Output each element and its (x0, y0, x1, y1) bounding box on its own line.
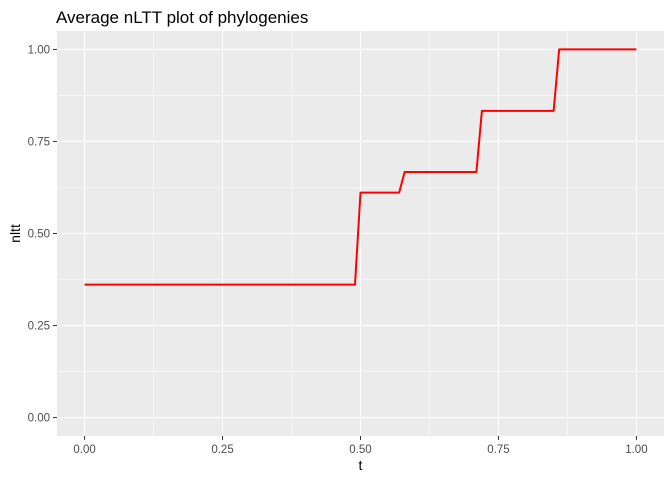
x-tick-label: 0.50 (349, 444, 371, 456)
x-tick-label: 0.00 (73, 444, 95, 456)
chart-title: Average nLTT plot of phylogenies (56, 8, 308, 27)
x-axis: 0.00 0.25 0.50 0.75 1.00 (73, 436, 648, 456)
y-tick-label: 0.00 (28, 413, 50, 425)
series-line (84, 48, 637, 286)
major-gridlines (57, 31, 664, 436)
y-tick-label: 0.50 (28, 229, 50, 241)
x-tick-label: 0.25 (211, 444, 233, 456)
x-tick-label: 1.00 (625, 444, 647, 456)
y-tick-label: 0.25 (28, 321, 50, 333)
x-axis-title: t (359, 457, 363, 473)
series-layer (84, 48, 637, 286)
y-tick-label: 1.00 (28, 44, 50, 56)
x-tick-label: 0.75 (487, 444, 509, 456)
y-tick-label: 0.75 (28, 136, 50, 148)
y-axis-title: nltt (7, 224, 23, 243)
y-axis: 0.00 0.25 0.50 0.75 1.00 (28, 44, 57, 425)
